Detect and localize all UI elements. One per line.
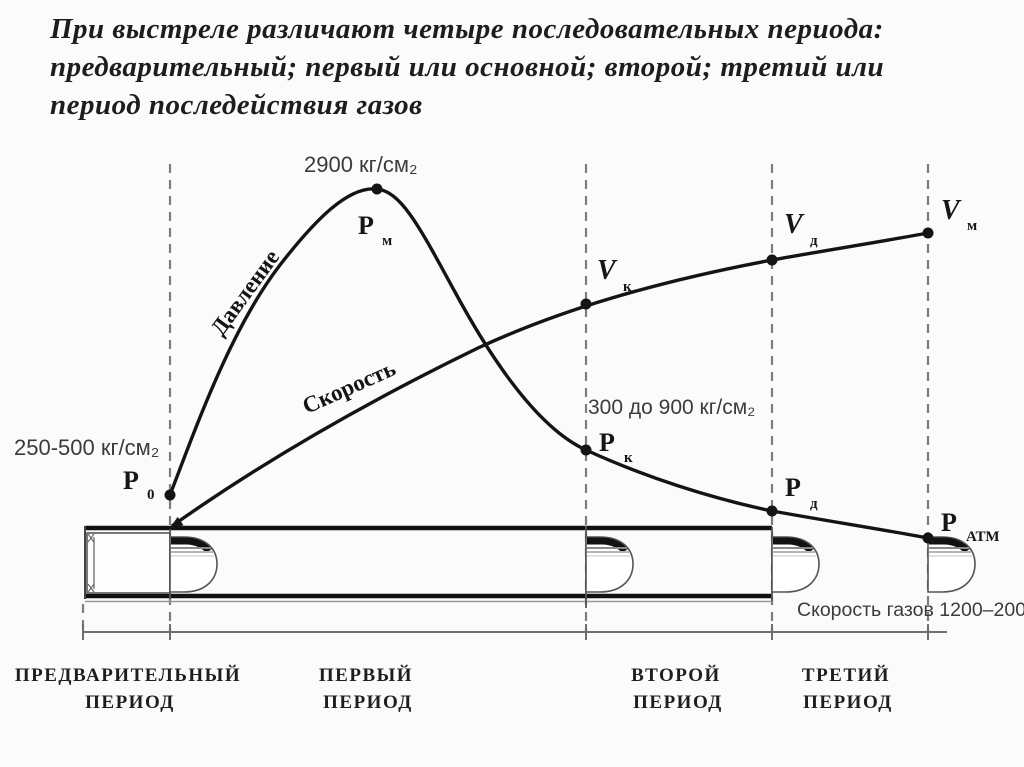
label-p0: Р (123, 466, 139, 495)
point-p0 (164, 489, 176, 501)
label-pm-sub: м (382, 233, 392, 249)
period-1-line-2: ПЕРИОД (85, 692, 175, 713)
label-vk-sub: к (623, 279, 632, 295)
point-pd (766, 505, 778, 517)
cartridge-case-corner-marks (87, 533, 95, 593)
period-2-line-2: ПЕРИОД (323, 692, 413, 713)
point-patm (922, 532, 934, 544)
title-line-1: При выстреле различают четыре последоват… (50, 13, 884, 45)
title-line-3: период последействия газов (50, 89, 423, 121)
bullet-after-gas-action (928, 537, 975, 592)
cartridge-case-outline (86, 532, 171, 594)
label-vd-sub: д (810, 233, 818, 249)
velocity-curve-label: Скорость (299, 356, 400, 419)
bullet-in-case (170, 537, 217, 592)
label-vk: V (597, 255, 618, 286)
label-vm: V (941, 195, 962, 226)
label-pd: Р (785, 473, 801, 502)
gas-speed-value: Скорость газов 1200–2000 м (797, 599, 1024, 621)
bullet-at-muzzle (772, 537, 819, 592)
period-4-line-1: ТРЕТИЙ (802, 664, 890, 686)
title-line-2: предварительный; первый или основной; вт… (50, 51, 885, 83)
pressure-curve-label: Давление (206, 245, 285, 340)
label-pm: Р (358, 211, 374, 240)
period-4-line-2: ПЕРИОД (803, 692, 893, 713)
start-pressure-value: 250-500 кг/см₂ (14, 435, 159, 460)
point-vm (922, 227, 934, 239)
period-1-line-1: ПРЕДВАРИТЕЛЬНЫЙ (15, 664, 241, 686)
label-pk-sub: к (624, 450, 633, 466)
period-3-line-2: ПЕРИОД (633, 692, 723, 713)
point-vk (580, 298, 592, 310)
label-vm-sub: м (967, 218, 977, 234)
point-pk (580, 444, 592, 456)
slide-title: При выстреле различают четыре последоват… (50, 10, 1000, 124)
period-2-line-1: ПЕРВЫЙ (319, 664, 413, 686)
velocity-curve-arrowhead (169, 516, 184, 529)
second-period-pressure-value: 300 до 900 кг/см₂ (588, 396, 755, 419)
point-pm (371, 183, 383, 195)
label-patm: Р (941, 508, 957, 537)
peak-pressure-value: 2900 кг/см₂ (304, 152, 417, 177)
bullet-second-period (586, 537, 633, 592)
label-vd: V (784, 209, 805, 240)
label-patm-sub: АТМ (966, 529, 999, 545)
label-pd-sub: д (810, 496, 818, 512)
period-3-line-1: ВТОРОЙ (631, 664, 721, 686)
label-p0-sub: 0 (147, 487, 155, 503)
point-vd (766, 254, 778, 266)
label-pk: Р (599, 428, 615, 457)
velocity-curve (171, 231, 929, 528)
